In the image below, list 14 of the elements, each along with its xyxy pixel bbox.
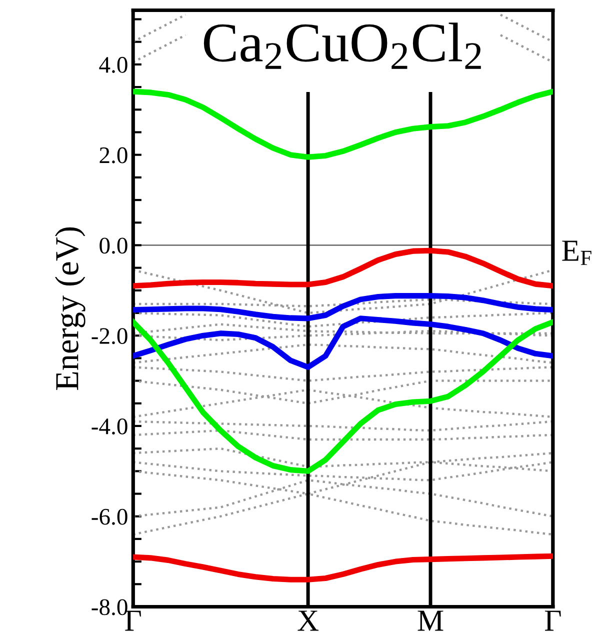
y-axis-title: Energy (eV) xyxy=(54,227,86,390)
y-tick-label: -4.0 xyxy=(92,418,128,434)
x-tick-label: X xyxy=(298,610,319,631)
x-tick-label: Γ xyxy=(545,610,561,631)
chart-title: Ca$_{2}$CuO$_{2}$Cl$_{2}$ xyxy=(204,22,481,69)
y-tick-label: -8.0 xyxy=(92,599,128,616)
y-tick-label: -2.0 xyxy=(92,328,128,344)
x-tick-label: Γ xyxy=(125,610,141,631)
y-tick-label: 4.0 xyxy=(99,56,128,73)
y-tick-label: 0.0 xyxy=(100,238,128,254)
y-tick-label: 2.0 xyxy=(100,147,128,164)
ref-line-label: E$_{F}$ xyxy=(562,240,592,265)
y-tick-label: -6.0 xyxy=(92,508,128,525)
x-tick-label: M xyxy=(418,610,444,631)
